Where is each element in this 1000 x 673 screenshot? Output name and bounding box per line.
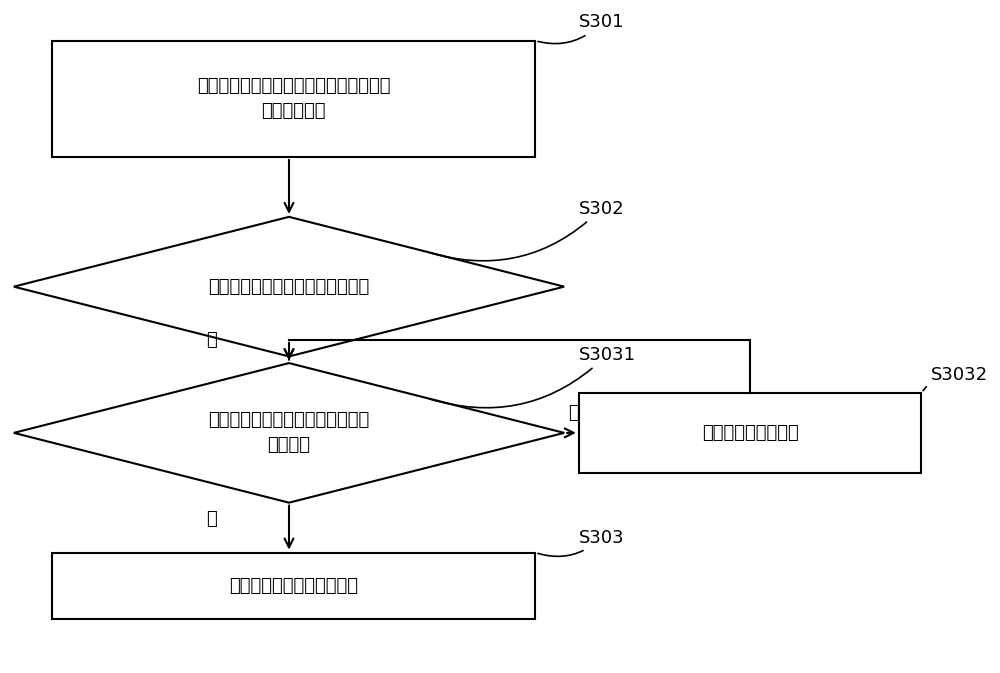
Text: S302: S302 <box>429 199 624 261</box>
Text: 否: 否 <box>206 510 217 528</box>
Text: 检测在预设时间段内终端是否处于
通话状态: 检测在预设时间段内终端是否处于 通话状态 <box>208 411 370 454</box>
FancyBboxPatch shape <box>52 553 535 619</box>
Text: 判断终端时间与协议时间是否匹配: 判断终端时间与协议时间是否匹配 <box>208 278 370 295</box>
Text: 保留终端处于当前组: 保留终端处于当前组 <box>702 424 798 442</box>
Text: S3031: S3031 <box>429 346 636 408</box>
Text: S301: S301 <box>538 13 624 44</box>
Polygon shape <box>14 363 564 503</box>
FancyBboxPatch shape <box>579 393 921 472</box>
Text: 是: 是 <box>206 331 217 349</box>
FancyBboxPatch shape <box>52 41 535 157</box>
Text: S3032: S3032 <box>923 365 988 391</box>
Text: 根据协议组号切换至协议组: 根据协议组号切换至协议组 <box>229 577 358 595</box>
Text: 是: 是 <box>568 404 579 422</box>
Polygon shape <box>14 217 564 357</box>
Text: S303: S303 <box>538 528 624 557</box>
Text: 终端根据协议信息获取分组协议的协议时
间和协议组号: 终端根据协议信息获取分组协议的协议时 间和协议组号 <box>197 77 391 120</box>
